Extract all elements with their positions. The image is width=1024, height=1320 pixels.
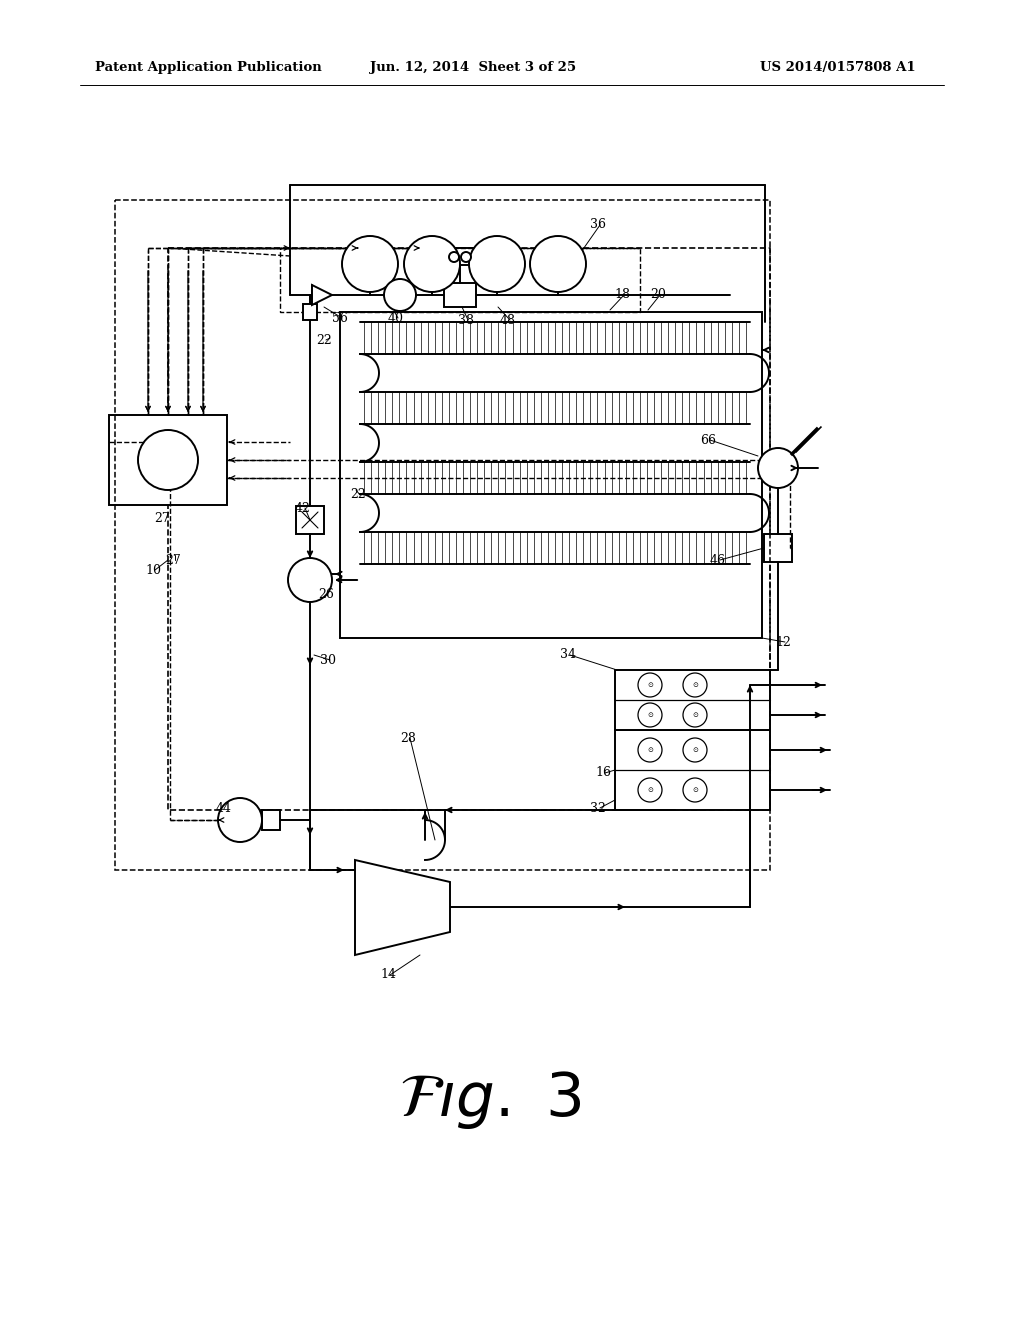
- Text: ⊙: ⊙: [647, 787, 653, 793]
- Circle shape: [683, 673, 707, 697]
- Text: ⊙: ⊙: [647, 747, 653, 752]
- Text: 27: 27: [165, 553, 181, 566]
- Circle shape: [404, 236, 460, 292]
- Bar: [168, 248, 770, 810]
- Circle shape: [530, 236, 586, 292]
- Circle shape: [638, 777, 662, 803]
- Circle shape: [683, 777, 707, 803]
- Text: 36: 36: [590, 219, 606, 231]
- Text: 56: 56: [332, 312, 348, 325]
- Bar: [115, 201, 770, 870]
- Text: 44: 44: [216, 801, 232, 814]
- Text: 22: 22: [350, 488, 366, 502]
- Text: 32: 32: [590, 801, 606, 814]
- Text: ⊙: ⊙: [692, 682, 698, 688]
- Text: 28: 28: [400, 731, 416, 744]
- Circle shape: [449, 252, 459, 261]
- Circle shape: [638, 704, 662, 727]
- Text: 27: 27: [154, 512, 170, 525]
- Circle shape: [218, 799, 262, 842]
- Circle shape: [384, 279, 416, 312]
- Text: US 2014/0157808 A1: US 2014/0157808 A1: [760, 62, 915, 74]
- Bar: [764, 535, 792, 562]
- Text: 42: 42: [295, 502, 311, 515]
- Text: 66: 66: [700, 433, 716, 446]
- Text: 38: 38: [458, 314, 474, 326]
- Circle shape: [683, 738, 707, 762]
- Text: 14: 14: [380, 969, 396, 982]
- Bar: [262, 810, 280, 830]
- Text: 40: 40: [388, 312, 404, 325]
- Bar: [280, 248, 640, 312]
- Circle shape: [461, 252, 471, 261]
- Text: 34: 34: [560, 648, 575, 661]
- Bar: [296, 506, 324, 535]
- Text: 16: 16: [595, 767, 611, 780]
- Text: 12: 12: [775, 635, 791, 648]
- Text: 46: 46: [710, 553, 726, 566]
- Bar: [340, 312, 762, 638]
- Text: ⊙: ⊙: [647, 711, 653, 718]
- Circle shape: [288, 558, 332, 602]
- Polygon shape: [355, 861, 450, 954]
- Text: 26: 26: [318, 589, 334, 602]
- Bar: [444, 282, 476, 308]
- Circle shape: [469, 236, 525, 292]
- Circle shape: [638, 738, 662, 762]
- Text: Jun. 12, 2014  Sheet 3 of 25: Jun. 12, 2014 Sheet 3 of 25: [370, 62, 577, 74]
- Circle shape: [638, 673, 662, 697]
- Text: 20: 20: [650, 289, 666, 301]
- Circle shape: [342, 236, 398, 292]
- Text: ⊙: ⊙: [647, 682, 653, 688]
- Circle shape: [138, 430, 198, 490]
- Circle shape: [758, 447, 798, 488]
- Circle shape: [683, 704, 707, 727]
- Polygon shape: [312, 285, 332, 305]
- Text: 48: 48: [500, 314, 516, 326]
- Text: 10: 10: [145, 564, 161, 577]
- Bar: [615, 671, 770, 730]
- Text: 18: 18: [614, 289, 630, 301]
- Bar: [615, 730, 770, 810]
- Bar: [109, 414, 227, 506]
- Text: ⊙: ⊙: [692, 711, 698, 718]
- Text: 30: 30: [319, 653, 336, 667]
- Text: ⊙: ⊙: [692, 787, 698, 793]
- Text: 22: 22: [316, 334, 332, 346]
- Bar: [446, 248, 474, 265]
- Text: $\mathcal{F}$$\imath g.\ 3$: $\mathcal{F}$$\imath g.\ 3$: [398, 1069, 582, 1131]
- Text: Patent Application Publication: Patent Application Publication: [95, 62, 322, 74]
- Text: ⊙: ⊙: [692, 747, 698, 752]
- Bar: [303, 304, 317, 319]
